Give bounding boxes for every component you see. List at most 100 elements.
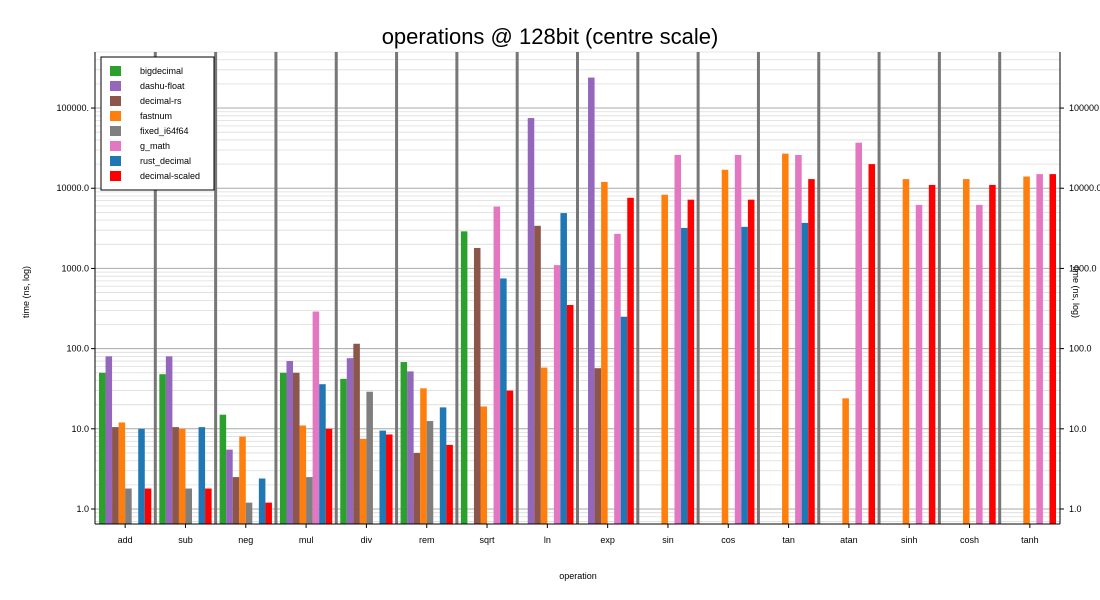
bar-decimal-rs-ln — [534, 225, 541, 524]
bar-rust_decimal-rem — [439, 407, 447, 524]
bar-decimal-rs-mul — [293, 372, 300, 524]
x-tick-label: exp — [600, 535, 615, 545]
x-tick-label: ln — [544, 535, 551, 545]
bar-fastnum-cos — [721, 169, 729, 524]
bar-decimal-rs-exp — [594, 368, 602, 524]
legend: bigdecimal dashu-float decimal-rs fastnum fi… — [100, 56, 215, 191]
bar-fastnum-sqrt — [480, 406, 488, 524]
bar-decimal-scaled-sqrt — [506, 390, 514, 524]
legend-swatch-decimal-rs — [110, 96, 121, 106]
y2-tick-label: 1.0 — [1069, 504, 1082, 514]
bar-fastnum-rem — [420, 388, 427, 524]
bar-decimal-rs-add — [112, 427, 119, 524]
y-tick-label: 100.0 — [66, 344, 89, 354]
bar-fastnum-mul — [299, 425, 307, 524]
bar-rust_decimal-ln — [560, 213, 567, 525]
y-tick-label: 1.0 — [76, 504, 89, 514]
y-axis-ticks: 1.0 10.0 100.0 1000.0 10000.0 100000. — [56, 103, 95, 514]
bar-decimal-rs-sqrt — [473, 247, 481, 524]
legend-label-decimal-scaled: decimal-scaled — [140, 171, 200, 181]
bar-bigdecimal-sub — [159, 374, 166, 524]
bar-rust_decimal-cos — [741, 226, 748, 524]
legend-box — [100, 56, 215, 191]
bar-decimal-scaled-tanh — [1049, 174, 1056, 524]
bar-fastnum-sub — [178, 428, 186, 524]
bar-g_math-tan — [795, 154, 802, 524]
bar-g_math-ln — [553, 265, 561, 524]
bar-rust_decimal-mul — [319, 384, 326, 524]
bar-decimal-scaled-sinh — [928, 184, 936, 524]
legend-swatch-fastnum — [110, 111, 121, 121]
bar-decimal-scaled-tan — [808, 179, 815, 524]
x-tick-label: rem — [419, 535, 435, 545]
bar-fastnum-sinh — [902, 179, 910, 524]
x-tick-label: mul — [299, 535, 314, 545]
legend-swatch-bigdecimal — [110, 66, 121, 76]
bar-rust_decimal-sub — [198, 427, 206, 524]
bar-bigdecimal-neg — [219, 414, 227, 524]
x-tick-label: sin — [662, 535, 674, 545]
bar-rust_decimal-div — [379, 430, 387, 524]
bar-decimal-rs-div — [353, 343, 360, 524]
y-tick-label: 10.0 — [71, 424, 89, 434]
x-tick-label: sub — [178, 535, 193, 545]
y2-axis-label: time (ns, log) — [1071, 266, 1081, 318]
bar-decimal-scaled-cos — [747, 199, 755, 525]
legend-label-dashu-float: dashu-float — [140, 81, 185, 91]
bar-bigdecimal-add — [99, 372, 106, 524]
x-axis-label: operation — [559, 571, 597, 581]
bar-decimal-scaled-rem — [446, 444, 453, 524]
bar-decimal-scaled-exp — [627, 197, 634, 525]
bar-rust_decimal-exp — [620, 316, 628, 524]
bar-decimal-rs-sub — [172, 427, 179, 524]
bar-dashu-float-add — [105, 356, 113, 524]
bar-decimal-rs-rem — [413, 452, 421, 524]
bar-bigdecimal-sqrt — [460, 231, 468, 524]
bar-decimal-scaled-neg — [265, 502, 272, 524]
bar-dashu-float-mul — [286, 361, 294, 524]
bar-g_math-mul — [312, 311, 320, 524]
bar-fixed_i64f64-add — [125, 488, 132, 524]
legend-label-g_math: g_math — [140, 141, 170, 151]
legend-swatch-dashu-float — [110, 81, 121, 91]
bar-rust_decimal-tan — [801, 222, 809, 524]
bar-dashu-float-sub — [165, 356, 173, 524]
bar-fastnum-exp — [601, 181, 608, 524]
legend-label-decimal-rs: decimal-rs — [140, 96, 182, 106]
bar-fastnum-neg — [239, 436, 246, 524]
bar-fastnum-add — [118, 422, 126, 524]
x-tick-label: tanh — [1021, 535, 1039, 545]
legend-label-fixed_i64f64: fixed_i64f64 — [140, 126, 189, 136]
bar-decimal-scaled-add — [144, 488, 152, 524]
bar-g_math-exp — [614, 233, 621, 524]
bar-g_math-cos — [734, 154, 742, 524]
bar-dashu-float-neg — [226, 449, 233, 524]
y2-tick-label: 100000 — [1069, 103, 1099, 113]
legend-label-bigdecimal: bigdecimal — [140, 66, 183, 76]
bar-rust_decimal-neg — [258, 478, 266, 524]
x-tick-label: div — [361, 535, 373, 545]
x-tick-label: cos — [721, 535, 736, 545]
x-axis-ticks: add sub neg mul div rem sqrt ln exp sin cos tan atan… — [118, 524, 1039, 545]
bar-g_math-sin — [674, 154, 682, 524]
legend-swatch-fixed_i64f64 — [110, 126, 121, 136]
legend-label-rust_decimal: rust_decimal — [140, 156, 191, 166]
y-tick-label: 100000. — [56, 103, 89, 113]
bar-fixed_i64f64-rem — [426, 421, 434, 524]
x-tick-label: atan — [840, 535, 858, 545]
y2-tick-label: 10000.0 — [1069, 183, 1100, 193]
legend-label-fastnum: fastnum — [140, 111, 172, 121]
bar-g_math-tanh — [1036, 174, 1043, 524]
bar-fixed_i64f64-div — [366, 391, 373, 524]
bar-decimal-scaled-cosh — [989, 184, 996, 524]
bar-dashu-float-div — [346, 358, 354, 524]
bar-bigdecimal-mul — [279, 372, 287, 524]
y2-tick-label: 10.0 — [1069, 424, 1087, 434]
bar-fastnum-sin — [661, 194, 668, 524]
bar-g_math-atan — [855, 142, 862, 524]
bar-dashu-float-rem — [407, 371, 414, 524]
bar-decimal-scaled-atan — [868, 164, 876, 524]
bar-fastnum-tanh — [1023, 176, 1030, 524]
y2-tick-label: 1000.0 — [1069, 263, 1097, 273]
legend-swatch-rust_decimal — [110, 156, 121, 166]
